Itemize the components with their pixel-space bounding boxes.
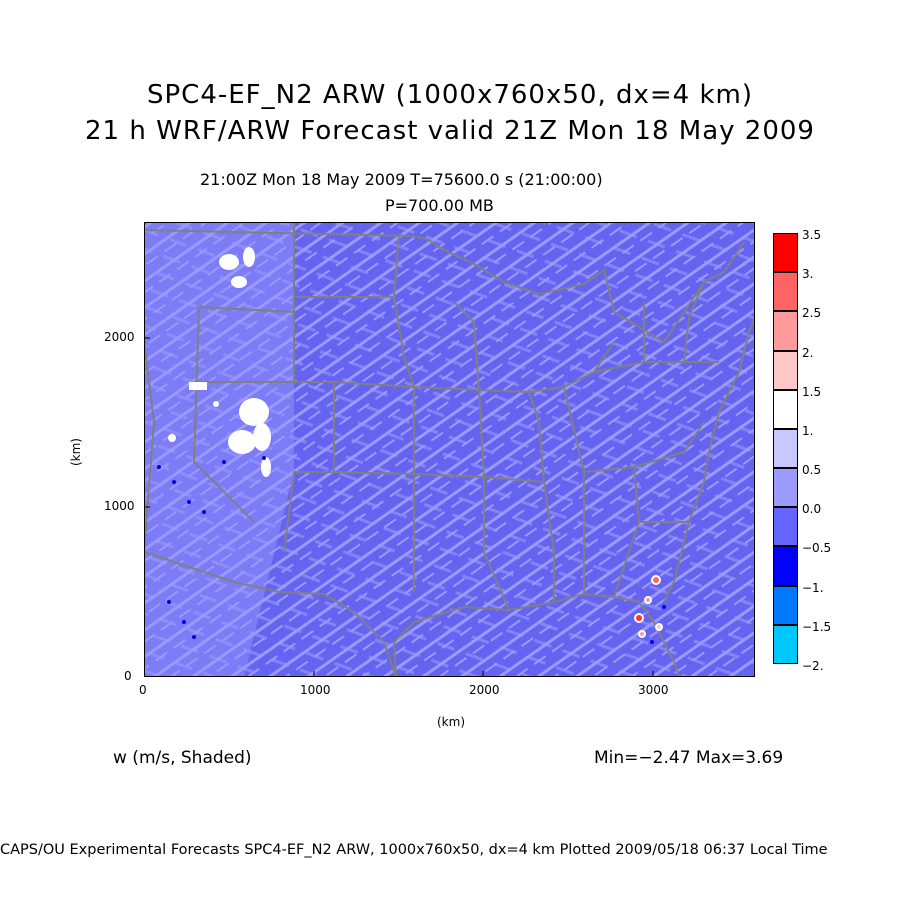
color-bar-segment — [773, 272, 798, 312]
color-bar-segment — [773, 468, 798, 508]
title-line-2: 21 h WRF/ARW Forecast valid 21Z Mon 18 M… — [85, 116, 815, 146]
title-line-1: SPC4-EF_N2 ARW (1000x760x50, dx=4 km) — [146, 80, 753, 110]
boundaries — [144, 222, 755, 677]
y-tick-0: 0 — [124, 669, 132, 683]
florida — [613, 581, 680, 677]
color-bar-segment — [773, 585, 798, 625]
color-bar-segment — [773, 389, 798, 429]
color-bar-label: −0.5 — [802, 541, 832, 556]
mexico-border — [144, 551, 397, 677]
state-lines — [192, 222, 719, 611]
color-bar-segment — [773, 507, 798, 547]
updraft-patches — [168, 247, 271, 477]
min-max-label: Min=−2.47 Max=3.69 — [594, 748, 784, 768]
color-bar-label: 3. — [802, 267, 814, 282]
x-axis-label: (km) — [437, 715, 466, 729]
color-bar-label: 0.5 — [802, 463, 822, 478]
western-light-region — [144, 222, 294, 677]
map-plot — [144, 222, 755, 677]
color-bar-label: 2.5 — [802, 306, 822, 321]
y-axis-label: (km) — [69, 437, 84, 467]
color-bar-label: −1. — [802, 580, 824, 595]
color-bar-label: −2. — [802, 659, 824, 673]
color-bar-segment — [773, 233, 798, 273]
us-canada-border — [144, 229, 745, 344]
color-bar-segment — [773, 546, 798, 586]
west-coast — [144, 341, 156, 553]
florida-convection — [634, 575, 666, 644]
y-tick-2000: 2000 — [104, 330, 135, 344]
downdraft-dots — [157, 456, 266, 639]
color-bar-label: 1. — [802, 423, 814, 438]
x-tick-3000: 3000 — [638, 683, 669, 697]
footer-credit: CAPS/OU Experimental Forecasts SPC4-EF_N… — [0, 842, 828, 858]
color-bar-label: −1.5 — [802, 619, 832, 634]
color-bar-label: 3.5 — [802, 228, 822, 242]
color-bar-segment — [773, 311, 798, 351]
color-bar-label: 1.5 — [802, 384, 822, 399]
gulf-coast — [392, 592, 615, 677]
valid-time-label: 21:00Z Mon 18 May 2009 T=75600.0 s (21:0… — [200, 170, 603, 189]
x-tick-1000: 1000 — [300, 683, 331, 697]
pressure-level-label: P=700.00 MB — [385, 196, 494, 215]
color-bar — [773, 233, 798, 664]
color-bar-segment — [773, 350, 798, 390]
east-coast — [673, 316, 755, 583]
plot-frame — [144, 222, 755, 677]
y-tick-1000: 1000 — [104, 499, 135, 513]
color-bar-segment — [773, 624, 798, 664]
color-bar-label: 0.0 — [802, 502, 822, 517]
x-tick-2000: 2000 — [469, 683, 500, 697]
axis-ticks — [144, 337, 654, 677]
color-bar-label: 2. — [802, 345, 814, 360]
color-bar-segment — [773, 428, 798, 469]
variable-label: w (m/s, Shaded) — [113, 748, 252, 768]
x-tick-0: 0 — [139, 683, 147, 697]
